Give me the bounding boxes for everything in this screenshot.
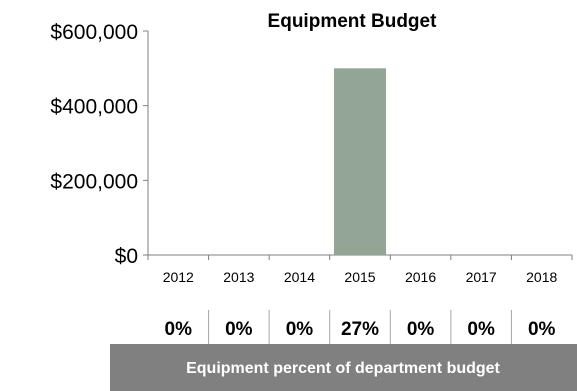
footer-banner-label: Equipment percent of department budget [186,360,500,377]
y-tick-label: $400,000 [50,96,138,119]
footer-banner-background [110,344,577,391]
percent-label-2016: 0% [407,319,435,340]
x-tick-label: 2012 [163,269,194,285]
percent-row: 0% 0% 0% 27% 0% 0% 0% [165,310,556,344]
percent-label-2017: 0% [467,319,495,340]
footer-banner: Equipment percent of department budget [110,344,577,391]
y-tick-label: $0 [115,245,138,268]
x-tick-label: 2018 [526,269,557,285]
x-tick-label: 2014 [284,269,315,285]
x-tick-label: 2016 [405,269,436,285]
x-tick-label: 2015 [344,269,375,285]
bars [333,68,387,255]
y-tick-label: $200,000 [50,170,138,193]
y-tick-label: $600,000 [50,21,138,44]
x-axis: 2012 2013 2014 2015 2016 2017 2018 [147,254,573,285]
percent-label-2013: 0% [225,319,253,340]
x-tick-label: 2017 [466,269,497,285]
percent-label-2012: 0% [165,319,193,340]
y-axis: $0 $200,000 $400,000 $600,000 [50,21,149,268]
bar-2015 [333,68,387,255]
percent-label-2014: 0% [286,319,314,340]
percent-label-2015: 27% [341,319,379,340]
chart-title: Equipment Budget [268,11,438,32]
percent-label-2018: 0% [528,319,556,340]
x-tick-label: 2013 [223,269,254,285]
